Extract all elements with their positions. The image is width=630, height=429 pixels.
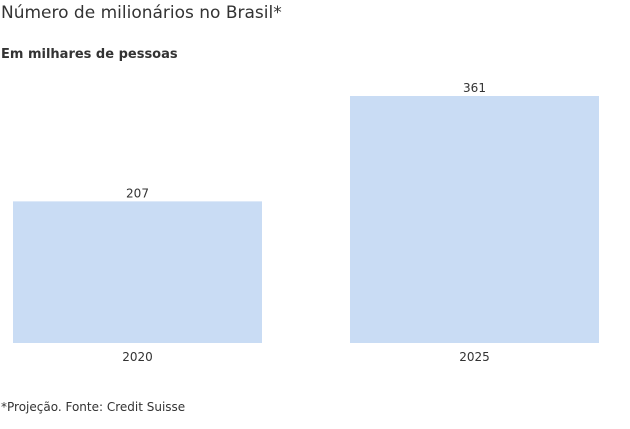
bar-2020 bbox=[13, 201, 262, 343]
value-label-2020: 207 bbox=[126, 186, 149, 200]
chart-footnote: *Projeção. Fonte: Credit Suisse bbox=[1, 400, 186, 414]
value-label-2025: 361 bbox=[463, 81, 486, 95]
value-labels-group: 207 361 bbox=[126, 81, 486, 200]
chart-title: Número de milionários no Brasil* bbox=[1, 3, 282, 23]
x-tick-label-2025: 2025 bbox=[459, 350, 490, 364]
bar-2025 bbox=[350, 96, 599, 343]
bars-group bbox=[13, 96, 599, 343]
x-tick-labels-group: 2020 2025 bbox=[122, 350, 490, 364]
chart-subtitle: Em milhares de pessoas bbox=[1, 47, 178, 62]
x-tick-label-2020: 2020 bbox=[122, 350, 153, 364]
